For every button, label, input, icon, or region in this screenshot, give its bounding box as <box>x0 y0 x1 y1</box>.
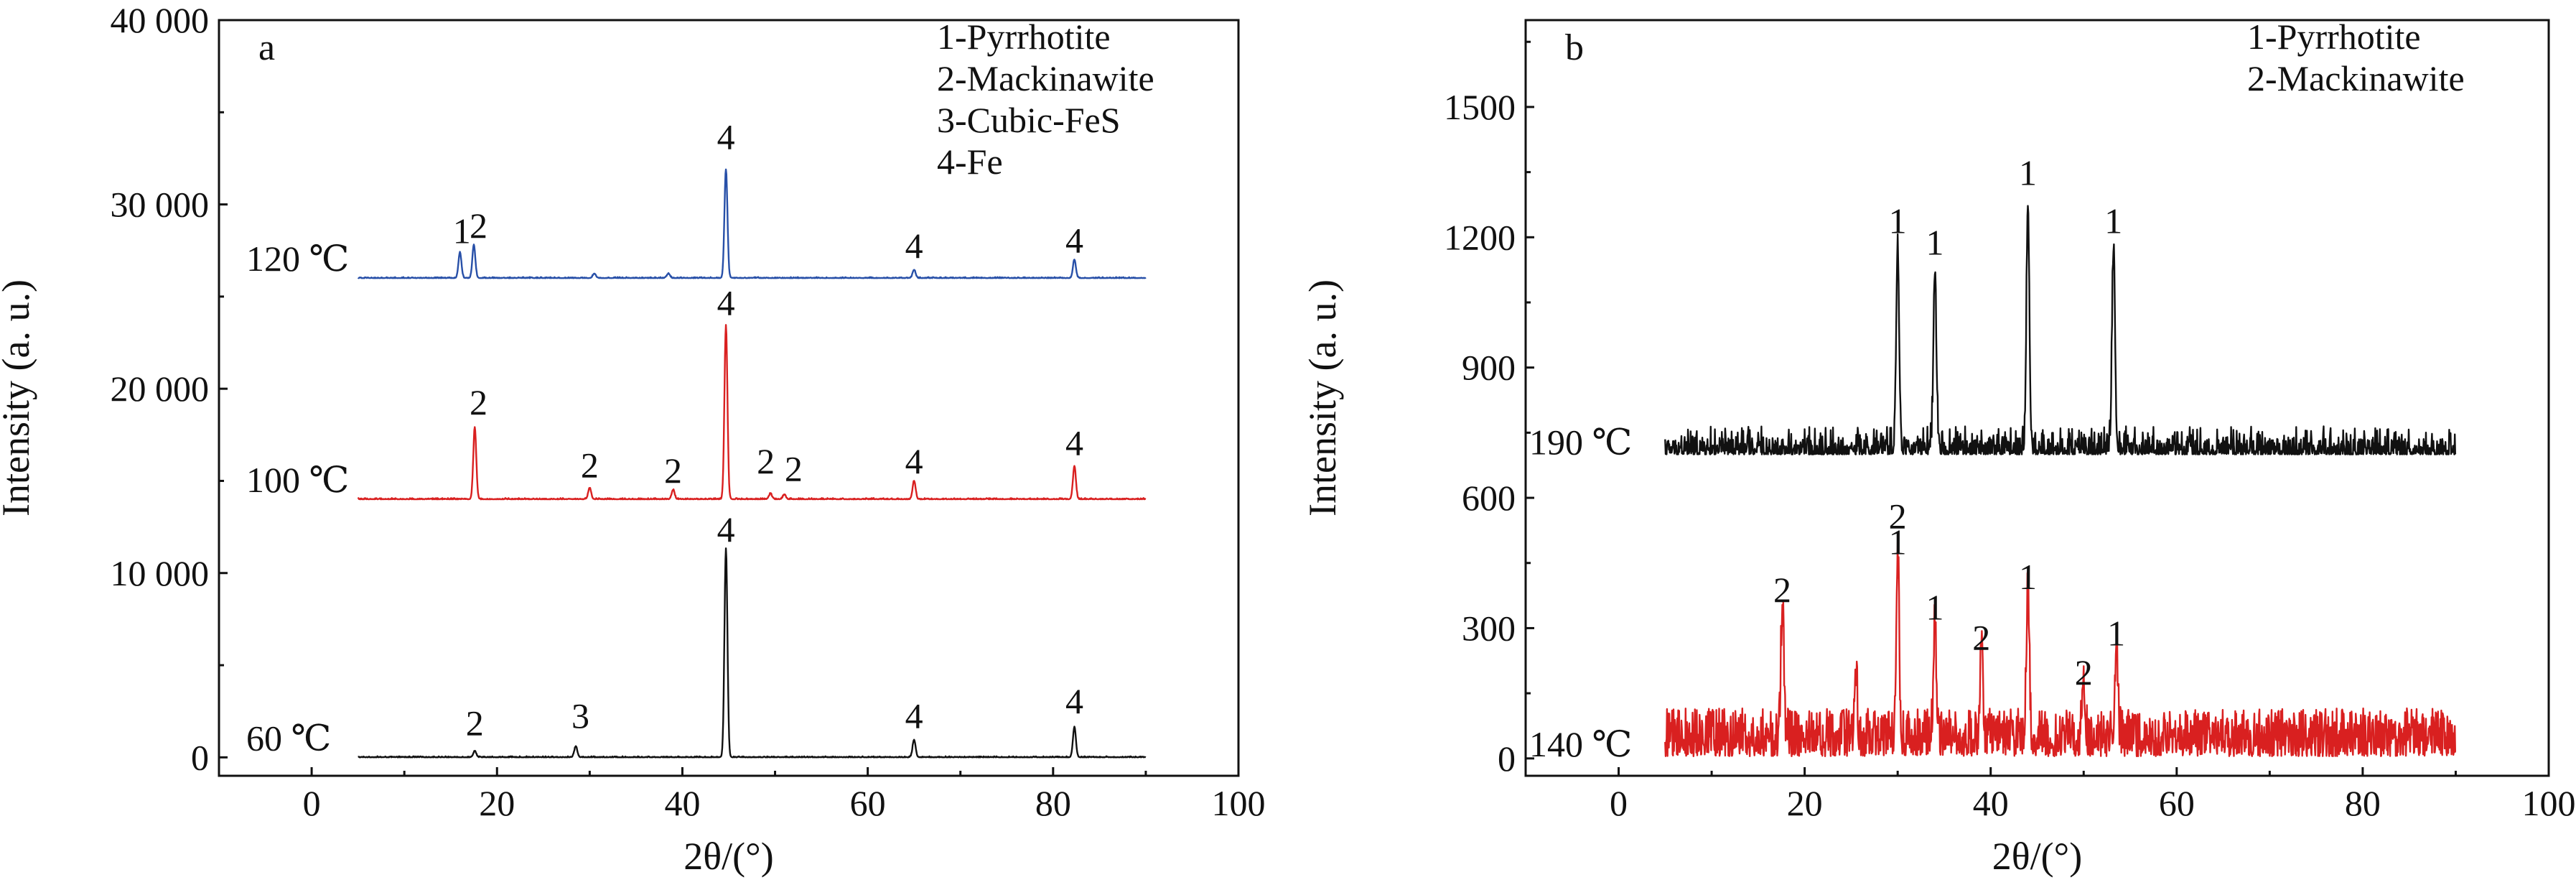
series-label: 120 ℃ <box>246 238 349 279</box>
x-tick-label: 80 <box>2345 783 2381 823</box>
y-axis-title: Intensity (a. u.) <box>0 279 37 516</box>
peak-label: 2 <box>470 205 487 246</box>
peak-label: 2 <box>1773 570 1791 610</box>
peak-label: 4 <box>717 283 735 323</box>
x-tick-label: 20 <box>479 783 515 823</box>
plot-frame <box>1524 19 2550 777</box>
x-tick-label: 100 <box>1212 783 1266 823</box>
peak-label: 4 <box>905 695 923 736</box>
plot-frame <box>218 19 1240 777</box>
peak-label: 1 <box>453 210 471 251</box>
x-tick-label: 0 <box>303 783 321 823</box>
series-line-140c <box>1664 539 2457 758</box>
series-line-100c <box>357 324 1147 501</box>
x-tick-label: 40 <box>664 783 700 823</box>
y-tick-label: 1200 <box>1444 217 1516 257</box>
peak-label: 2 <box>1972 618 1990 658</box>
peak-label: 2 <box>785 448 803 488</box>
y-axis-title: Intensity (a. u.) <box>1301 279 1344 516</box>
peak-label: 1 <box>1926 587 1944 627</box>
y-tick-label: 20 000 <box>111 368 210 409</box>
peak-label: 1 <box>2104 200 2122 241</box>
legend-entry: 1-Pyrrhotite <box>937 17 1111 57</box>
y-tick-label: 10 000 <box>111 553 210 593</box>
legend-entry: 1-Pyrrhotite <box>2247 17 2421 57</box>
series-line-120c <box>357 168 1147 279</box>
x-axis-title: 2θ/(°) <box>1992 835 2082 878</box>
x-tick-label: 0 <box>1610 783 1628 823</box>
peak-label: 4 <box>905 226 923 266</box>
peak-label: 2 <box>757 441 775 481</box>
series-label: 190 ℃ <box>1529 422 1632 463</box>
peak-label: 1 <box>2107 613 2125 654</box>
series-line-190c <box>1664 205 2457 455</box>
peak-label: 1 <box>1889 522 1907 562</box>
x-tick-label: 40 <box>1973 783 2009 823</box>
panel-label: a <box>258 27 275 68</box>
peak-label: 4 <box>1065 423 1083 463</box>
peak-label: 2 <box>2075 652 2093 692</box>
y-tick-label: 40 000 <box>111 0 210 40</box>
y-tick-label: 0 <box>1498 738 1516 779</box>
y-tick-label: 600 <box>1462 478 1516 518</box>
series-label: 140 ℃ <box>1529 724 1632 764</box>
x-tick-label: 80 <box>1035 783 1071 823</box>
peak-label: 4 <box>905 441 923 481</box>
peak-label: 4 <box>717 509 735 550</box>
series-label: 100 ℃ <box>246 460 349 500</box>
x-tick-label: 100 <box>2522 783 2576 823</box>
x-tick-label: 60 <box>2159 783 2195 823</box>
y-tick-label: 0 <box>191 737 209 777</box>
peak-label: 2 <box>581 445 599 485</box>
peak-label: 2 <box>1889 496 1907 536</box>
x-tick-label: 60 <box>850 783 886 823</box>
legend-entry: 3-Cubic-FeS <box>937 100 1121 140</box>
peak-label: 1 <box>2019 153 2037 193</box>
peak-label: 4 <box>1065 220 1083 260</box>
series-label: 60 ℃ <box>246 718 331 758</box>
peak-label: 3 <box>571 695 589 736</box>
x-tick-label: 20 <box>1787 783 1823 823</box>
legend-entry: 2-Mackinawite <box>2247 58 2465 98</box>
y-tick-label: 300 <box>1462 608 1516 648</box>
peak-label: 2 <box>664 450 682 491</box>
peak-label: 2 <box>466 703 484 743</box>
peak-label: 2 <box>470 382 487 422</box>
peak-label: 1 <box>1889 200 1907 241</box>
series-line-60c <box>358 547 1147 759</box>
peak-label: 4 <box>1065 681 1083 721</box>
y-tick-label: 900 <box>1462 348 1516 388</box>
legend-entry: 4-Fe <box>937 142 1003 182</box>
peak-label: 4 <box>717 117 735 157</box>
panel-label: b <box>1565 27 1584 68</box>
legend-entry: 2-Mackinawite <box>937 58 1154 98</box>
peak-label: 1 <box>1926 222 1944 262</box>
x-axis-title: 2θ/(°) <box>683 835 773 878</box>
y-tick-label: 1500 <box>1444 87 1516 127</box>
y-tick-label: 30 000 <box>111 185 210 225</box>
peak-label: 1 <box>2019 557 2037 597</box>
